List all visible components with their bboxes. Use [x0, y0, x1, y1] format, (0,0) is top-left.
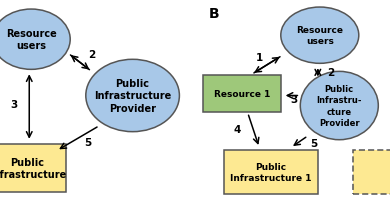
- Text: 5: 5: [84, 137, 91, 147]
- Bar: [353, 150, 390, 194]
- Text: 3: 3: [291, 95, 298, 105]
- Ellipse shape: [281, 8, 359, 64]
- Ellipse shape: [86, 60, 179, 132]
- Bar: [224, 150, 318, 194]
- Text: Public
Infrastru-
cture
Provider: Public Infrastru- cture Provider: [317, 85, 362, 127]
- Text: Public
Infrastructure
Provider: Public Infrastructure Provider: [94, 79, 171, 113]
- Text: Resource
users: Resource users: [6, 29, 57, 51]
- Text: 5: 5: [310, 138, 317, 148]
- Bar: [0, 144, 66, 192]
- Text: 1: 1: [255, 53, 263, 63]
- Bar: [203, 76, 281, 112]
- Text: 2: 2: [88, 50, 95, 60]
- Text: Public
Infrastructure: Public Infrastructure: [0, 157, 66, 179]
- Text: 2: 2: [327, 68, 334, 78]
- Text: B: B: [209, 7, 219, 21]
- Ellipse shape: [300, 72, 378, 140]
- Text: 4: 4: [234, 124, 241, 134]
- Text: Resource
users: Resource users: [296, 26, 343, 46]
- Ellipse shape: [0, 10, 70, 70]
- Text: Public
Infrastructure 1: Public Infrastructure 1: [230, 162, 312, 182]
- Text: Resource 1: Resource 1: [214, 90, 270, 98]
- Text: 3: 3: [11, 99, 18, 109]
